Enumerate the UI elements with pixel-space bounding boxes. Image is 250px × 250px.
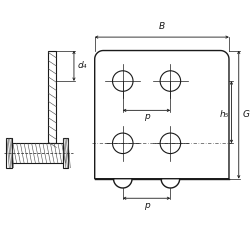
Bar — [6, 138, 12, 168]
Text: h₅: h₅ — [220, 110, 229, 118]
Text: B: B — [159, 22, 165, 31]
Text: p: p — [144, 201, 149, 210]
Bar — [12, 143, 63, 163]
Bar — [63, 138, 68, 168]
Text: p: p — [144, 112, 149, 121]
Text: d₄: d₄ — [78, 61, 87, 70]
Bar — [48, 50, 56, 143]
Text: G: G — [242, 110, 250, 118]
